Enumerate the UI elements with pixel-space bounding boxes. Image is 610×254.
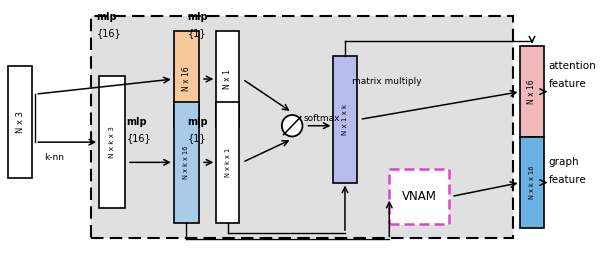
Text: N x k x 16: N x k x 16: [529, 166, 535, 199]
Text: {1}: {1}: [188, 28, 206, 39]
Text: mlp: mlp: [188, 12, 209, 22]
Text: N x k x 3: N x k x 3: [109, 126, 115, 158]
Bar: [174, 31, 199, 127]
Bar: [217, 102, 239, 223]
Bar: [174, 102, 199, 223]
Text: mlp: mlp: [188, 117, 209, 127]
Text: {1}: {1}: [188, 133, 206, 143]
Text: N x k x 1: N x k x 1: [224, 148, 231, 177]
Bar: [389, 169, 449, 224]
Text: attention: attention: [548, 61, 596, 71]
Bar: [334, 56, 356, 183]
Text: VNAM: VNAM: [401, 190, 437, 203]
Bar: [90, 16, 512, 238]
Text: N x 16: N x 16: [528, 79, 536, 104]
Text: N x 1: N x 1: [223, 69, 232, 89]
Text: feature: feature: [548, 79, 586, 89]
Text: {16}: {16}: [126, 133, 151, 143]
Text: N x k x 16: N x k x 16: [184, 146, 190, 179]
Bar: [99, 76, 124, 208]
Text: feature: feature: [548, 175, 586, 185]
Bar: [217, 31, 239, 127]
Text: matrix multiply: matrix multiply: [351, 77, 422, 86]
Text: N x 16: N x 16: [182, 67, 191, 91]
Text: graph: graph: [548, 157, 579, 167]
Text: k-nn: k-nn: [44, 153, 64, 162]
Bar: [520, 46, 544, 137]
Text: mlp: mlp: [126, 117, 147, 127]
Text: mlp: mlp: [96, 12, 117, 22]
Text: softmax: softmax: [303, 114, 340, 123]
Text: {16}: {16}: [96, 28, 121, 39]
Bar: [8, 66, 32, 178]
Ellipse shape: [282, 115, 303, 136]
Text: N x 3: N x 3: [16, 111, 24, 133]
Text: N x 1 x k: N x 1 x k: [342, 104, 348, 135]
Bar: [520, 137, 544, 228]
